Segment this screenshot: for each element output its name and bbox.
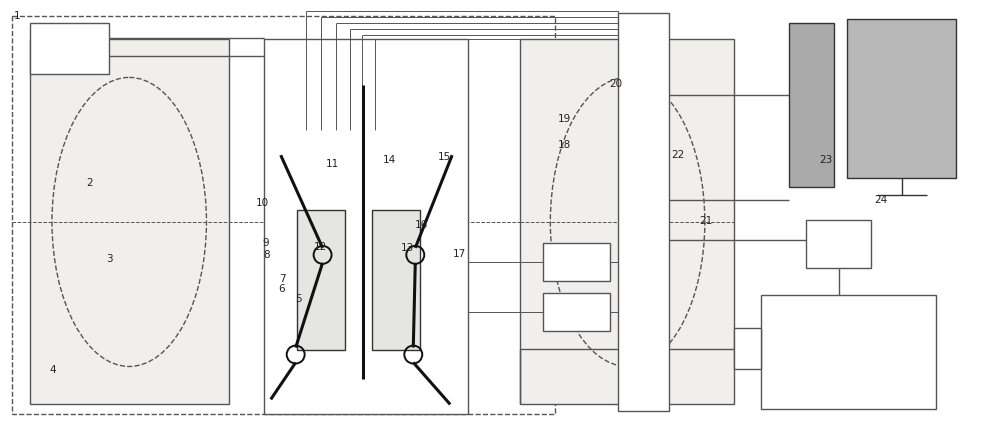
Text: 7: 7 <box>279 274 285 284</box>
Bar <box>847 19 956 178</box>
Bar <box>734 328 761 369</box>
Bar <box>372 210 420 349</box>
Bar <box>806 220 871 268</box>
Bar <box>264 38 468 415</box>
Text: 15: 15 <box>438 152 451 162</box>
Text: 12: 12 <box>314 242 327 252</box>
Text: 16: 16 <box>415 220 429 230</box>
Text: 22: 22 <box>671 150 685 160</box>
Text: 23: 23 <box>819 154 832 165</box>
Text: 20: 20 <box>610 79 623 89</box>
Text: 3: 3 <box>106 254 113 264</box>
Text: 2: 2 <box>86 178 93 188</box>
Bar <box>520 38 734 404</box>
Text: 11: 11 <box>326 159 339 169</box>
Text: 4: 4 <box>49 365 56 375</box>
Bar <box>30 22 109 74</box>
Text: 17: 17 <box>453 250 466 259</box>
Bar <box>297 210 345 349</box>
Bar <box>789 22 834 187</box>
Bar <box>543 243 610 281</box>
Text: 1: 1 <box>14 11 20 21</box>
Text: 6: 6 <box>279 284 285 294</box>
Text: 21: 21 <box>699 216 713 226</box>
Text: 8: 8 <box>263 250 269 260</box>
Text: 9: 9 <box>263 238 269 247</box>
Text: 10: 10 <box>256 198 269 208</box>
Bar <box>12 16 555 415</box>
Text: 13: 13 <box>400 243 414 253</box>
Bar <box>543 293 610 331</box>
Bar <box>30 38 229 404</box>
Bar <box>618 13 669 411</box>
Text: 24: 24 <box>874 195 887 205</box>
Text: 5: 5 <box>296 294 302 304</box>
Text: 19: 19 <box>558 114 571 124</box>
Text: 14: 14 <box>382 154 396 165</box>
Text: 18: 18 <box>558 140 571 150</box>
Bar <box>761 295 936 409</box>
